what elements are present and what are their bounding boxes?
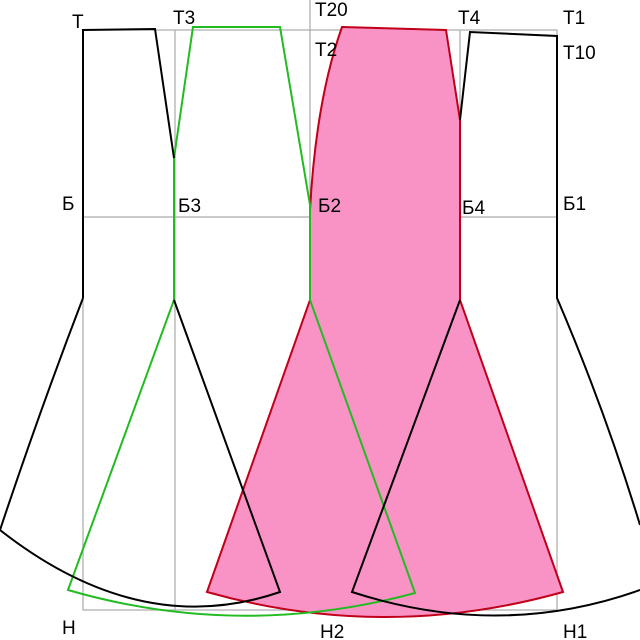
point-label: Б4 — [462, 198, 485, 219]
point-label: Н2 — [320, 622, 344, 640]
point-label: Т10 — [563, 43, 596, 64]
point-label: Б1 — [563, 194, 586, 215]
point-label: Б — [62, 194, 74, 215]
labels: Т Т3 Т20 Т2 Т4 Т1 Т10 Б Б3 Б2 Б4 Б1 Н Н2… — [62, 0, 596, 640]
side-panel — [66, 26, 417, 617]
point-label: Т20 — [315, 0, 348, 21]
back-panel — [0, 27, 282, 608]
point-label: Т3 — [173, 8, 195, 29]
point-label: Н — [62, 618, 76, 639]
right-panel — [350, 30, 640, 617]
front-panel — [205, 25, 565, 618]
point-label: Т4 — [458, 8, 481, 29]
point-label: Т1 — [563, 8, 585, 29]
point-label: Т2 — [315, 40, 337, 61]
point-label: Н1 — [563, 622, 587, 640]
point-label: Б2 — [318, 196, 341, 217]
point-label: Б3 — [178, 196, 201, 217]
point-label: Т — [72, 12, 84, 33]
